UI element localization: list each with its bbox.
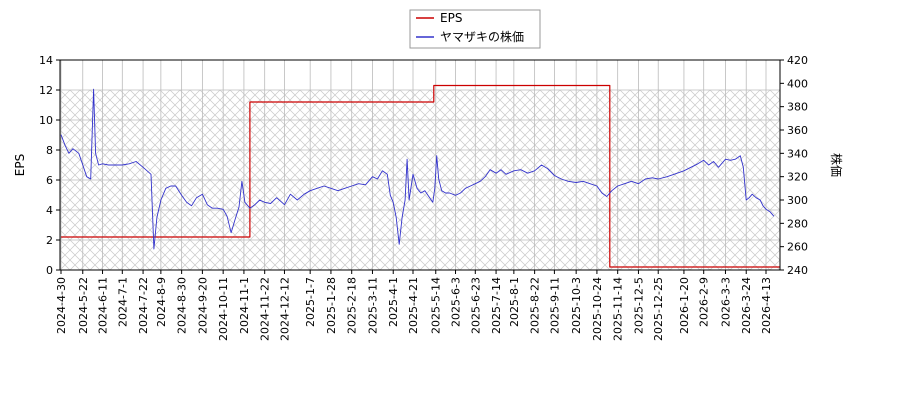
x-tick-label: 2024-6-11 xyxy=(97,277,110,334)
right-tick-label: 420 xyxy=(787,54,808,67)
x-tick-label: 2024-12-12 xyxy=(278,277,291,341)
left-tick-label: 8 xyxy=(46,144,53,157)
x-tick-label: 2025-6-23 xyxy=(469,277,482,334)
right-axis: 240 260 280 300 320 340 360 380 400 420 xyxy=(780,54,808,277)
right-tick-label: 260 xyxy=(787,241,808,254)
x-tick-label: 2024-8-9 xyxy=(155,277,168,327)
left-tick-label: 4 xyxy=(46,204,53,217)
x-tick-label: 2024-7-22 xyxy=(137,277,150,334)
x-tick-label: 2025-2-18 xyxy=(346,277,359,334)
right-tick-label: 340 xyxy=(787,147,808,160)
x-tick-label: 2024-10-11 xyxy=(217,277,230,341)
legend: EPS ヤマザキの株価 xyxy=(409,9,541,49)
right-tick-label: 380 xyxy=(787,101,808,114)
x-tick-label: 2025-9-11 xyxy=(548,277,561,334)
x-tick-label: 2025-8-22 xyxy=(529,277,542,334)
right-tick-label: 400 xyxy=(787,77,808,90)
left-axis-title: EPS xyxy=(13,154,27,176)
right-tick-label: 300 xyxy=(787,194,808,207)
x-tick-label: 2025-12-5 xyxy=(632,277,645,334)
x-tick-label: 2025-3-11 xyxy=(366,277,379,334)
x-tick-label: 2026-3-24 xyxy=(740,277,753,334)
x-tick-label: 2024-11-1 xyxy=(238,277,251,334)
x-tick-label: 2026-4-13 xyxy=(760,277,773,334)
x-tick-label: 2026-2-9 xyxy=(698,277,711,327)
x-tick-label: 2025-12-25 xyxy=(652,277,665,341)
left-tick-label: 2 xyxy=(46,234,53,247)
right-tick-label: 360 xyxy=(787,124,808,137)
x-tick-label: 2025-10-24 xyxy=(591,277,604,341)
x-tick-label: 2024-8-30 xyxy=(176,277,189,334)
x-tick-label: 2026-1-20 xyxy=(678,277,691,334)
plot-frame xyxy=(59,59,781,271)
x-tick-label: 2025-7-14 xyxy=(490,277,503,334)
x-tick-label: 2025-4-1 xyxy=(387,277,400,327)
x-tick-label: 2024-9-20 xyxy=(196,277,209,334)
left-tick-label: 10 xyxy=(39,114,53,127)
legend-label-eps: EPS xyxy=(440,11,462,25)
left-tick-label: 12 xyxy=(39,84,53,97)
left-tick-label: 14 xyxy=(39,54,53,67)
x-tick-label: 2025-8-1 xyxy=(508,277,521,327)
x-tick-label: 2025-11-14 xyxy=(612,277,625,341)
left-axis: 0 2 4 6 8 10 12 14 xyxy=(39,54,60,277)
x-tick-label: 2025-5-14 xyxy=(430,277,443,334)
x-tick-label: 2025-1-7 xyxy=(304,277,317,327)
right-tick-label: 240 xyxy=(787,264,808,277)
left-tick-label: 0 xyxy=(46,264,53,277)
legend-label-stock: ヤマザキの株価 xyxy=(440,29,524,44)
x-tick-label: 2025-1-28 xyxy=(325,277,338,334)
x-tick-label: 2025-6-3 xyxy=(450,277,463,327)
x-tick-label: 2024-4-30 xyxy=(55,277,68,334)
right-axis-title: 株価 xyxy=(829,153,844,177)
x-tick-label: 2024-5-22 xyxy=(77,277,90,334)
x-tick-label: 2024-7-1 xyxy=(116,277,129,327)
legend-box xyxy=(409,9,541,49)
x-tick-label: 2026-3-3 xyxy=(719,277,732,327)
stock-price-series-line xyxy=(60,88,775,250)
x-axis: 2024-4-30 2024-5-22 2024-6-11 2024-7-1 2024-… xyxy=(55,270,773,341)
x-tick-label: 2025-4-21 xyxy=(407,277,420,334)
x-tick-label: 2024-11-22 xyxy=(259,277,272,341)
right-tick-label: 280 xyxy=(787,217,808,230)
left-tick-label: 6 xyxy=(46,174,53,187)
x-tick-label: 2025-10-3 xyxy=(570,277,583,334)
eps-series-line xyxy=(61,84,780,268)
series-layer xyxy=(60,84,780,268)
right-tick-label: 320 xyxy=(787,171,808,184)
